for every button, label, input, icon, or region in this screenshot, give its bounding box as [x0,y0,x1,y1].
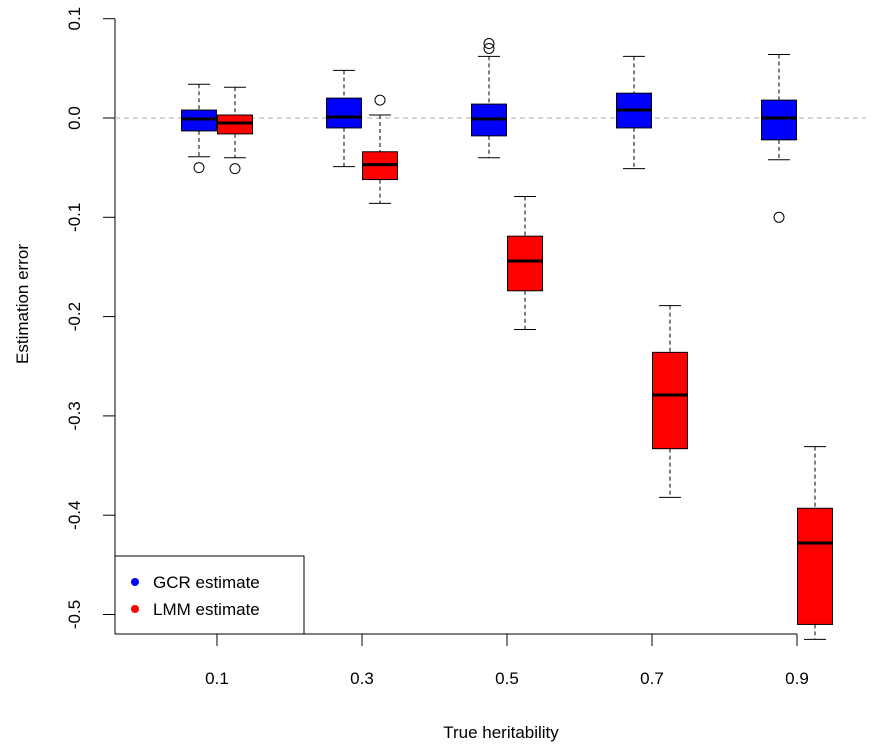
box-group [181,38,833,640]
x-tick-label: 0.5 [495,669,519,688]
x-tick-label: 0.9 [785,669,809,688]
x-tick-label: 0.1 [205,669,229,688]
y-tick-label: -0.4 [65,501,84,530]
legend-box [114,555,305,635]
y-tick-label: -0.2 [65,302,84,331]
outlier-point [193,162,205,174]
legend-marker [131,578,139,586]
y-tick-label: 0.0 [65,106,84,130]
outlier-point [229,163,241,175]
legend-label: LMM estimate [153,600,260,619]
box-body [507,235,543,292]
y-tick-label: -0.5 [65,600,84,629]
outlier-point [773,211,785,223]
box-lmm-0.7 [652,305,688,498]
box-gcr-0.9 [761,53,797,223]
box-gcr-0.5 [471,38,507,159]
y-axis: -0.5 -0.4 -0.3 -0.2 -0.1 0.0 0.1 [65,7,116,629]
x-tick-label: 0.3 [350,669,374,688]
x-tick-label: 0.7 [640,669,664,688]
box-body [652,351,688,450]
x-axis: 0.1 0.3 0.5 0.7 0.9 [205,633,809,688]
y-tick-label: -0.3 [65,401,84,430]
x-axis-label: True heritability [443,723,559,742]
outlier-point [374,94,386,106]
legend: GCR estimate LMM estimate [114,555,305,635]
box-lmm-0.3 [362,94,398,204]
y-tick-label: -0.1 [65,203,84,232]
box-body [761,99,797,141]
box-lmm-0.1 [217,86,253,175]
box-lmm-0.5 [507,195,543,331]
legend-label: GCR estimate [153,573,260,592]
outlier-point [483,38,495,50]
box-gcr-0.1 [181,83,217,174]
y-axis-label: Estimation error [13,244,32,364]
outlier-point [483,42,495,54]
legend-marker [131,605,139,613]
y-tick-label: 0.1 [65,7,84,31]
box-lmm-0.9 [797,446,833,640]
box-gcr-0.7 [616,55,652,170]
box-gcr-0.3 [326,69,362,168]
box-body [326,97,362,129]
box-body [797,507,833,625]
